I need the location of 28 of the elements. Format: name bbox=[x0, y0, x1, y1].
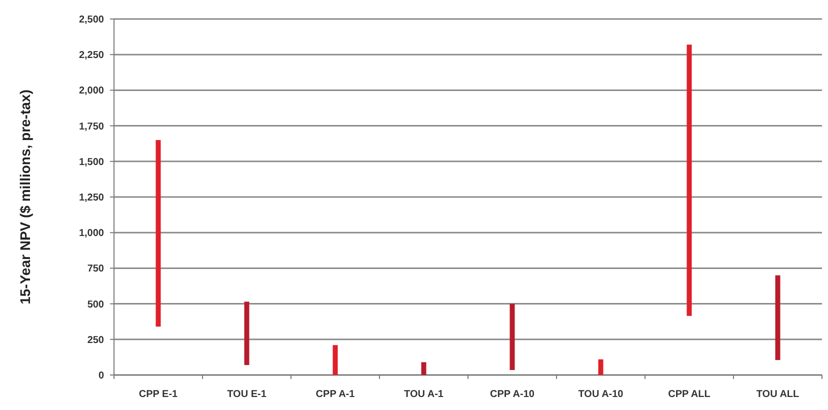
y-tick-label: 2,250 bbox=[78, 50, 104, 62]
x-tick-label: CPP A-1 bbox=[316, 389, 356, 400]
y-tick-label: 1,500 bbox=[78, 156, 104, 168]
x-tick-label: CPP E-1 bbox=[138, 389, 178, 400]
y-tick-label: 1,000 bbox=[78, 228, 104, 240]
x-tick-label: CPP A-10 bbox=[490, 389, 535, 400]
bar bbox=[244, 302, 250, 366]
y-tick-label: 500 bbox=[87, 299, 104, 310]
x-tick-label: TOU A-10 bbox=[578, 389, 624, 400]
bar bbox=[421, 362, 426, 375]
y-tick-label: 2,500 bbox=[78, 14, 104, 26]
x-tick-label: TOU E-1 bbox=[227, 389, 267, 400]
bar bbox=[156, 140, 161, 327]
bar bbox=[598, 359, 604, 375]
bar bbox=[775, 275, 780, 360]
y-tick-label: 1,250 bbox=[78, 192, 104, 204]
x-tick-label: CPP ALL bbox=[668, 389, 710, 400]
y-axis-title: 15-Year NPV ($ millions, pre-tax) bbox=[17, 90, 33, 304]
x-tick-label: TOU ALL bbox=[756, 389, 800, 400]
y-tick-label: 1,750 bbox=[78, 121, 104, 132]
bar bbox=[332, 345, 338, 375]
y-tick-label: 2,000 bbox=[78, 86, 104, 97]
x-tick-label: TOU A-1 bbox=[404, 389, 444, 400]
y-tick-label: 0 bbox=[98, 370, 104, 382]
bar bbox=[510, 304, 515, 370]
y-tick-label: 250 bbox=[87, 334, 104, 346]
bar bbox=[686, 44, 692, 316]
y-tick-label: 750 bbox=[87, 264, 104, 275]
